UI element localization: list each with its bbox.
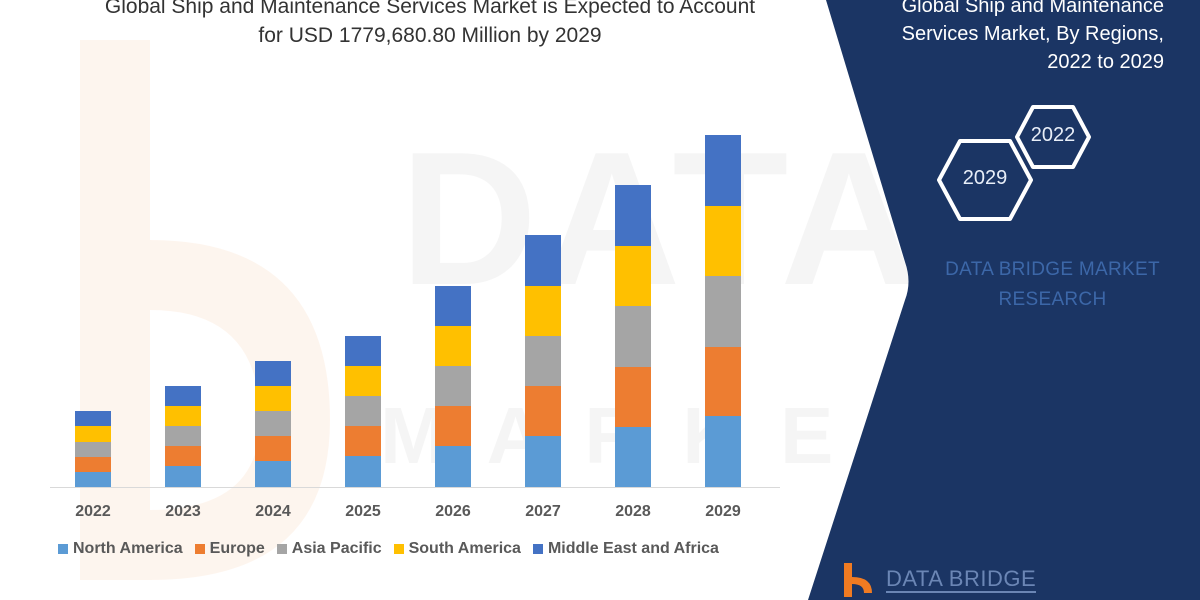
bar-segment-middle-east-and-africa: [345, 336, 381, 366]
legend-swatch-icon: [194, 544, 205, 554]
bar-segment-north-america: [255, 461, 291, 487]
bar-segment-south-america: [75, 426, 111, 442]
bar-2028: [615, 185, 651, 487]
legend-swatch-icon: [276, 544, 287, 554]
bar-segment-north-america: [615, 427, 651, 487]
chart-title-line-2: for USD 1779,680.80 Million by 2029: [258, 24, 602, 47]
hexagon-start-year-label: 2022: [1030, 124, 1076, 146]
bar-segment-middle-east-and-africa: [525, 235, 561, 286]
bar-segment-south-america: [165, 406, 201, 426]
footer-logo: DATA BRIDGE: [838, 563, 1037, 597]
watermark-logo-icon: [80, 40, 330, 580]
side-panel-title-line-2: Services Market, By Regions,: [901, 23, 1164, 45]
bar-segment-north-america: [165, 466, 201, 487]
legend-item: Asia Pacific: [276, 540, 382, 558]
x-tick-label: 2023: [165, 503, 201, 520]
hexagon-end-year: 2029: [936, 138, 1034, 222]
bar-segment-asia-pacific: [705, 276, 741, 347]
bar-segment-middle-east-and-africa: [615, 185, 651, 246]
side-panel-title-line-3: 2022 to 2029: [1047, 51, 1164, 73]
x-tick-label: 2026: [435, 503, 471, 520]
legend-swatch-icon: [58, 544, 68, 554]
bar-segment-asia-pacific: [525, 336, 561, 386]
x-tick-label: 2024: [255, 503, 291, 520]
hexagon-icon: [937, 139, 1033, 221]
bar-segment-asia-pacific: [435, 366, 471, 406]
bar-segment-europe: [615, 367, 651, 427]
bar-segment-middle-east-and-africa: [165, 386, 201, 406]
legend-swatch-icon: [532, 544, 543, 554]
hexagon-start-year: 2022: [1014, 104, 1092, 170]
legend-item: Middle East and Africa: [532, 540, 719, 558]
bar-segment-south-america: [255, 386, 291, 411]
bar-segment-north-america: [705, 416, 741, 487]
bar-2024: [255, 361, 291, 487]
bar-segment-north-america: [525, 436, 561, 487]
bar-segment-middle-east-and-africa: [435, 286, 471, 326]
bar-segment-asia-pacific: [615, 306, 651, 367]
bar-segment-south-america: [525, 286, 561, 336]
bar-segment-south-america: [705, 206, 741, 276]
bar-segment-europe: [255, 436, 291, 461]
bar-2022: [75, 411, 111, 487]
bar-segment-asia-pacific: [255, 411, 291, 436]
bar-segment-asia-pacific: [165, 426, 201, 446]
side-panel-title: Global Ship and Maintenance Services Mar…: [834, 0, 1164, 76]
legend-label: Asia Pacific: [291, 540, 382, 557]
legend-label: Europe: [209, 540, 265, 557]
hexagon-icon: [1015, 105, 1091, 169]
bar-segment-south-america: [435, 326, 471, 366]
legend-label: Middle East and Africa: [547, 540, 719, 557]
bar-segment-north-america: [75, 472, 111, 487]
brand-text: DATA BRIDGE MARKET RESEARCH: [930, 255, 1175, 315]
legend-item: Europe: [194, 540, 265, 558]
x-tick-label: 2027: [525, 503, 561, 520]
data-bridge-logo-icon: [844, 563, 872, 597]
bar-segment-middle-east-and-africa: [255, 361, 291, 386]
footer-logo-text: DATA BRIDGE: [886, 566, 1037, 593]
bar-segment-asia-pacific: [75, 442, 111, 457]
chart-title: Global Ship and Maintenance Services Mar…: [40, 0, 820, 50]
bar-segment-europe: [435, 406, 471, 446]
legend-label: South America: [408, 540, 521, 557]
legend-label: North America: [73, 540, 183, 557]
chart-title-line-1: Global Ship and Maintenance Services Mar…: [104, 0, 756, 18]
bar-segment-europe: [165, 446, 201, 466]
x-tick-label: 2025: [345, 503, 381, 520]
bar-segment-middle-east-and-africa: [75, 411, 111, 426]
bar-segment-south-america: [345, 366, 381, 396]
bar-segment-north-america: [345, 456, 381, 487]
bar-2023: [165, 386, 201, 487]
brand-line-2: RESEARCH: [998, 289, 1107, 310]
bar-segment-europe: [705, 347, 741, 416]
chart-legend: North America Europe Asia Pacific South Ame…: [58, 540, 731, 558]
bar-2025: [345, 336, 381, 487]
bar-segment-europe: [75, 457, 111, 472]
legend-item: South America: [393, 540, 521, 558]
bar-2029: [705, 135, 741, 487]
legend-item: North America: [58, 540, 183, 558]
x-tick-label: 2022: [75, 503, 111, 520]
side-panel-title-line-1: Global Ship and Maintenance: [901, 0, 1164, 17]
bar-segment-europe: [525, 386, 561, 436]
bar-segment-europe: [345, 426, 381, 456]
brand-line-1: DATA BRIDGE MARKET: [945, 259, 1160, 280]
x-tick-label: 2029: [705, 503, 741, 520]
x-tick-label: 2028: [615, 503, 651, 520]
x-axis-line: [50, 487, 780, 488]
bar-segment-asia-pacific: [345, 396, 381, 426]
bar-segment-north-america: [435, 446, 471, 487]
bar-segment-middle-east-and-africa: [705, 135, 741, 206]
bar-segment-south-america: [615, 246, 651, 306]
legend-swatch-icon: [393, 544, 404, 554]
bar-2027: [525, 235, 561, 487]
bar-2026: [435, 286, 471, 487]
hexagon-end-year-label: 2029: [962, 167, 1008, 189]
